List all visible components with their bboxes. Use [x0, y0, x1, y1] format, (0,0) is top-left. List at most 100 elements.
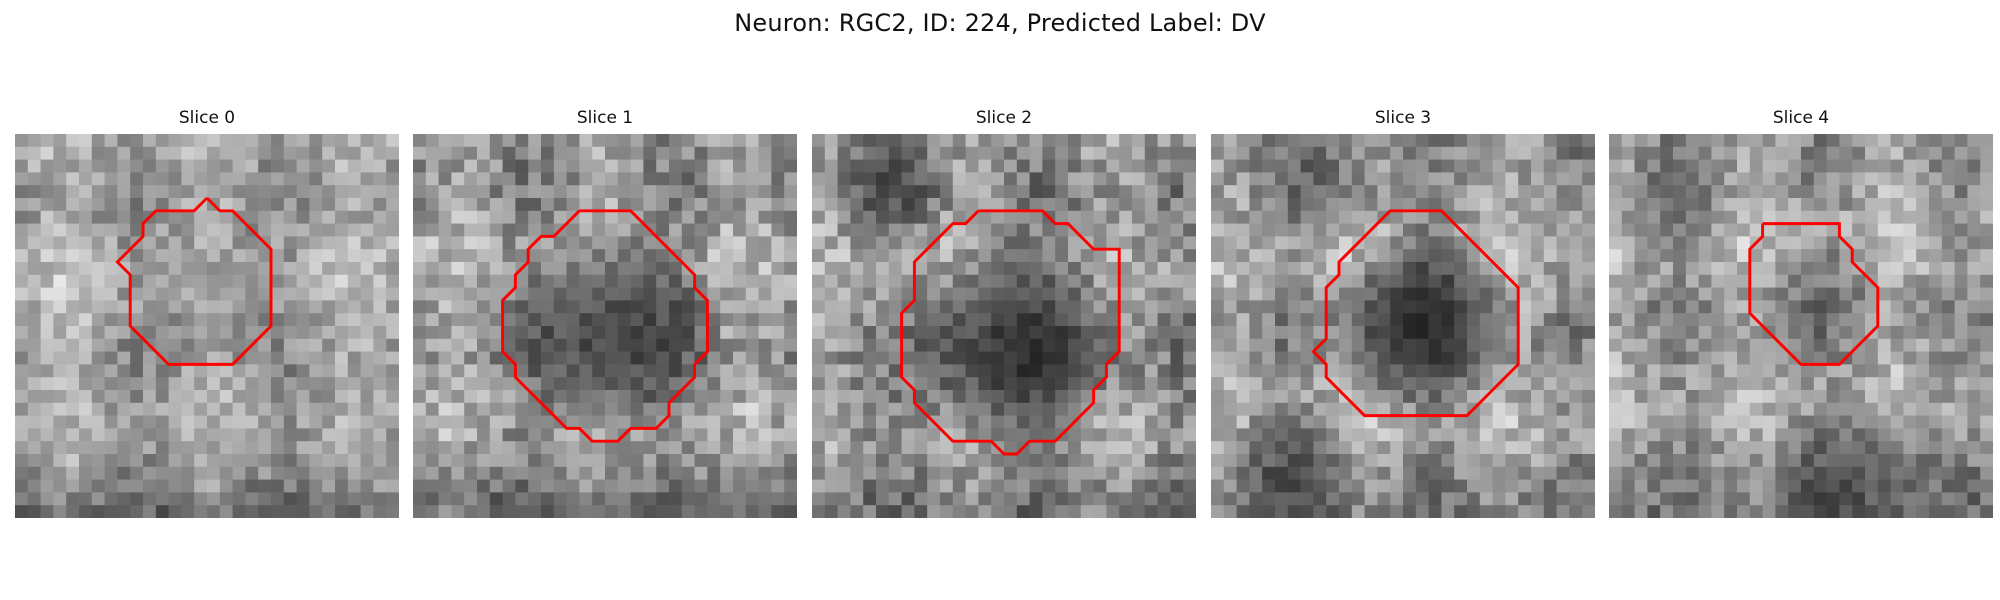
slice-pixel	[1029, 377, 1043, 391]
slice-pixel	[1211, 198, 1225, 212]
slice-pixel	[117, 390, 131, 404]
slice-pixel	[143, 441, 157, 455]
slice-pixel	[1647, 479, 1661, 493]
slice-pixel	[1698, 338, 1712, 352]
slice-pixel	[1801, 505, 1815, 518]
slice-pixel	[143, 249, 157, 263]
slice-pixel	[1106, 249, 1120, 263]
slice-pixel	[592, 249, 606, 263]
slice-pixel	[464, 274, 478, 288]
slice-pixel	[720, 236, 734, 250]
slice-pixel	[1609, 274, 1623, 288]
slice-pixel	[566, 364, 580, 378]
slice-pixel	[1609, 428, 1623, 442]
slice-pixel	[155, 479, 169, 493]
slice-pixel	[15, 172, 29, 186]
slice-pixel	[1351, 338, 1365, 352]
slice-pixel	[1711, 492, 1725, 506]
slice-pixel	[876, 210, 890, 224]
slice-pixel	[1852, 466, 1866, 480]
slice-pixel	[1724, 274, 1738, 288]
slice-pixel	[40, 364, 54, 378]
slice-pixel	[579, 326, 593, 340]
slice-pixel	[1415, 454, 1429, 468]
slice-pixel	[541, 210, 555, 224]
slice-pixel	[194, 441, 208, 455]
slice-pixel	[130, 313, 144, 327]
slice-pixel	[335, 390, 349, 404]
slice-pixel	[1080, 390, 1094, 404]
slice-pixel	[1326, 172, 1340, 186]
slice-pixel	[617, 249, 631, 263]
slice-pixel	[1609, 313, 1623, 327]
slice-pixel	[425, 210, 439, 224]
slice-pixel	[1144, 146, 1158, 160]
slice-pixel	[1004, 185, 1018, 199]
slice-pixel	[347, 210, 361, 224]
slice-pixel	[1441, 441, 1455, 455]
slice-pixel	[322, 262, 336, 276]
slice-pixel	[1390, 236, 1404, 250]
slice-pixel	[1287, 198, 1301, 212]
slice-pixel	[143, 505, 157, 518]
slice-pixel	[1941, 441, 1955, 455]
slice-pixel	[1788, 454, 1802, 468]
slice-pixel	[1685, 402, 1699, 416]
slice-pixel	[1249, 390, 1263, 404]
slice-pixel	[1967, 377, 1981, 391]
slice-pixel	[812, 172, 826, 186]
slice-pixel	[283, 390, 297, 404]
slice-pixel	[66, 415, 80, 429]
slice-pixel	[271, 441, 285, 455]
slice-pixel	[360, 402, 374, 416]
slice-pixel	[1698, 274, 1712, 288]
slice-pixel	[553, 236, 567, 250]
slice-pixel	[207, 134, 221, 148]
slice-pixel	[541, 236, 555, 250]
slice-pixel	[181, 415, 195, 429]
slice-pixel	[451, 377, 465, 391]
slice-pixel	[1518, 428, 1532, 442]
slice-pixel	[1157, 492, 1171, 506]
slice-pixel	[425, 159, 439, 173]
slice-pixel	[1016, 505, 1030, 518]
slice-pixel	[181, 262, 195, 276]
slice-pixel	[1004, 313, 1018, 327]
slice-pixel	[232, 492, 246, 506]
slice-pixel	[143, 313, 157, 327]
slice-pixel	[1980, 198, 1993, 212]
slice-pixel	[1505, 479, 1519, 493]
slice-pixel	[1377, 441, 1391, 455]
slice-pixel	[1865, 402, 1879, 416]
slice-pixel	[1711, 198, 1725, 212]
slice-pixel	[181, 454, 195, 468]
slice-pixel	[1249, 134, 1263, 148]
slice-pixel	[812, 505, 826, 518]
slice-pixel	[1724, 466, 1738, 480]
slice-pixel	[1016, 210, 1030, 224]
slice-pixel	[1698, 210, 1712, 224]
slice-pixel	[1157, 313, 1171, 327]
slice-pixel	[1660, 313, 1674, 327]
slice-pixel	[219, 351, 233, 365]
slice-pixel	[296, 210, 310, 224]
slice-pixel	[1801, 134, 1815, 148]
slice-pixel	[978, 146, 992, 160]
slice-pixel	[1621, 300, 1635, 314]
slice-pixel	[1916, 466, 1930, 480]
slice-pixel	[27, 492, 41, 506]
slice-pixel	[194, 505, 208, 518]
slice-pixel	[850, 390, 864, 404]
slice-pixel	[143, 454, 157, 468]
slice-pixel	[451, 326, 465, 340]
slice-pixel	[155, 505, 169, 518]
slice-pixel	[347, 505, 361, 518]
slice-pixel	[1428, 287, 1442, 301]
slice-pixel	[283, 377, 297, 391]
slice-pixel	[1647, 326, 1661, 340]
slice-pixel	[1223, 402, 1237, 416]
slice-pixel	[720, 134, 734, 148]
slice-pixel	[1364, 313, 1378, 327]
slice-pixel	[745, 210, 759, 224]
slice-pixel	[104, 210, 118, 224]
